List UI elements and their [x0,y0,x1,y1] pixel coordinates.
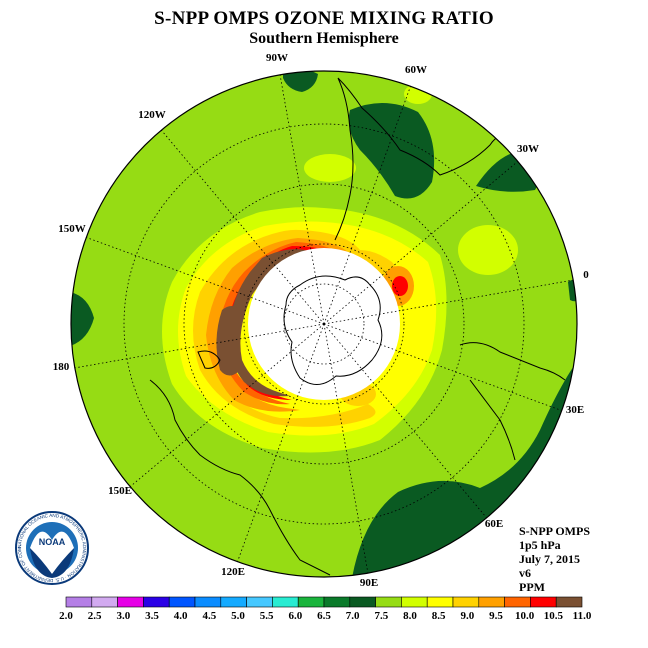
coastlines [149,77,566,576]
map-subtitle: Southern Hemisphere [249,30,399,47]
colorbar-tick-label: 2.5 [88,610,102,622]
noaa-logo-text: NOAA [39,537,66,547]
colorbar-swatch [246,596,273,608]
colorbar-tick-label: 4.5 [202,610,216,622]
colorbar-tick-label: 6.5 [317,610,331,622]
colorbar: 2.0 2.5 3.0 3.5 4.0 4.5 5.0 5.5 6.0 6.5 7.0 7.5 8.0 8… [59,596,592,622]
ozone-patch [392,276,408,296]
colorbar-swatch [65,596,93,608]
colorbar-tick-label: 3.5 [145,610,159,622]
longitude-label: 60W [405,64,427,76]
ozone-field [71,71,577,577]
colorbar-tick-label: 9.0 [460,610,474,622]
colorbar-swatch [143,596,170,608]
longitude-label: 150E [108,485,132,497]
colorbar-tick-label: 6.0 [288,610,302,622]
antarctica-coast [283,275,383,385]
colorbar-swatch [194,596,222,608]
colorbar-tick-label: 11.0 [573,610,592,622]
new-zealand-coast [197,350,221,369]
longitude-label: 120W [138,109,166,121]
colorbar-tick-label: 4.0 [174,610,188,622]
colorbar-swatch [375,596,402,608]
colorbar-swatch [401,596,428,608]
colorbar-swatch [426,596,454,608]
colorbar-tick-label: 7.0 [346,610,360,622]
ozone-high-region-top [283,71,318,92]
colorbar-swatch [478,596,505,608]
longitude-label: 60E [485,518,503,530]
colorbar-tick-label: 10.0 [515,610,535,622]
ozone-high-region-atlantic [348,102,435,199]
ozone-max-region [227,249,312,397]
colorbar-swatch [504,596,531,608]
colorbar-tick-label: 9.5 [489,610,503,622]
africa-coast [459,342,566,461]
south-america-coast [334,77,511,241]
ozone-patch [458,225,518,275]
colorbar-tick-label: 3.0 [116,610,130,622]
longitude-label: 120E [221,566,245,578]
info-date: July 7, 2015 [519,552,581,566]
longitude-label: 90W [266,52,288,64]
colorbar-tick-label: 8.0 [403,610,417,622]
info-block: S-NPP OMPS 1p5 hPa July 7, 2015 v6 PPM [519,524,590,594]
info-level: 1p5 hPa [519,538,561,552]
colorbar-tick-label: 2.0 [59,610,73,622]
map-boundary [70,70,578,578]
longitude-label: 90E [360,577,378,589]
colorbar-swatch [91,596,118,608]
colorbar-swatch [272,596,299,608]
longitude-label: 0 [583,269,589,281]
ozone-high-region-180 [71,292,94,346]
longitude-label: 30W [517,143,539,155]
colorbar-tick-label: 5.5 [260,610,274,622]
australia-coast [149,379,331,576]
longitude-label: 150W [58,223,86,235]
colorbar-swatch [555,596,583,608]
colorbar-swatch [530,596,557,608]
colorbar-swatch [349,596,376,608]
colorbar-swatch [117,596,144,608]
ozone-patch [404,84,432,104]
colorbar-tick-label: 7.5 [374,610,388,622]
colorbar-tick-label: 10.5 [544,610,564,622]
colorbar-swatch [168,596,196,608]
map-title: S-NPP OMPS OZONE MIXING RATIO [154,8,494,29]
longitude-labels: 90W 60W 30W 0 30E 60E 90E 120E 150E 180 150W 120W [53,52,590,589]
info-version: v6 [519,566,531,580]
colorbar-tick-label: 8.5 [432,610,446,622]
colorbar-swatch [220,596,247,608]
info-instrument: S-NPP OMPS [519,524,590,538]
colorbar-swatch [297,596,325,608]
colorbar-swatch [452,596,480,608]
longitude-label: 180 [53,361,70,373]
ozone-patch [304,154,356,182]
colorbar-tick-label: 5.0 [231,610,245,622]
info-units: PPM [519,580,545,594]
longitude-label: 30E [566,404,584,416]
colorbar-swatch [323,596,351,608]
